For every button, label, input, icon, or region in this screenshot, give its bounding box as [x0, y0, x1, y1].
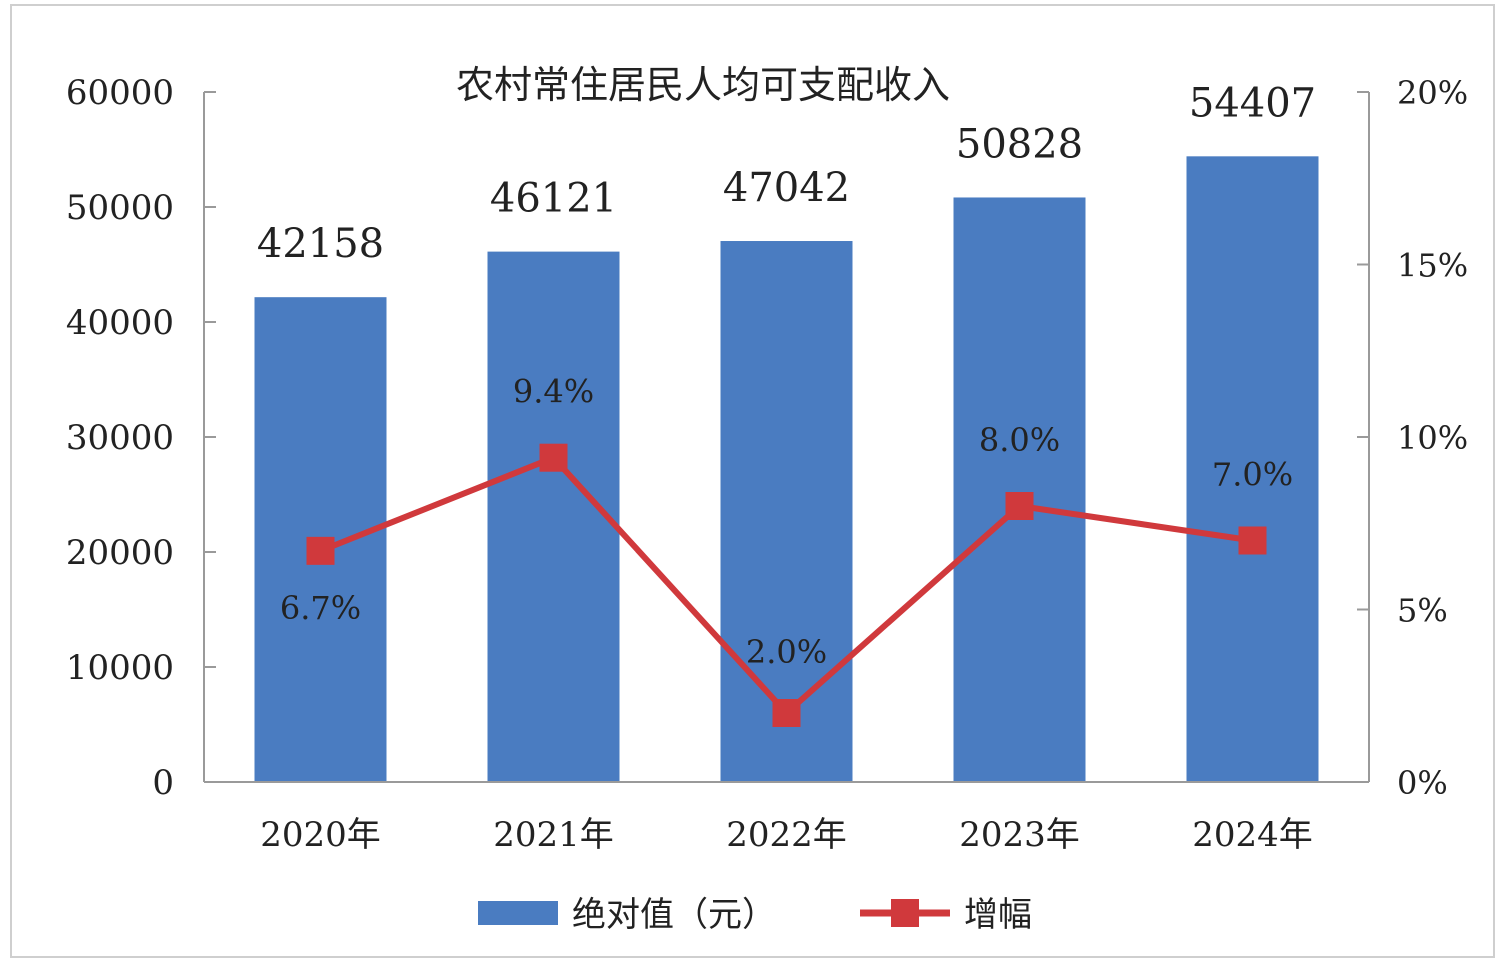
bar-2023年	[953, 197, 1086, 782]
left-tick-label: 40000	[66, 303, 174, 343]
chart-svg: 农村常住居民人均可支配收入 0 10000 20000 30000 40000 50000…	[66, 63, 1468, 935]
growth-marker-2021年	[539, 443, 568, 472]
right-tick-label: 0%	[1397, 764, 1448, 802]
chart-frame: 农村常住居民人均可支配收入 0 10000 20000 30000 40000 50000…	[10, 4, 1495, 958]
bar-2021年	[487, 251, 620, 782]
legend-swatch-bar	[478, 901, 558, 925]
right-tick-label: 5%	[1397, 592, 1448, 630]
x-tick-label: 2021年	[493, 815, 614, 855]
growth-value-label: 6.7%	[280, 589, 361, 627]
left-tick-label: 10000	[66, 648, 174, 688]
growth-marker-2024年	[1238, 526, 1267, 555]
legend-swatch-marker	[891, 899, 919, 927]
legend-label-line: 增幅	[964, 895, 1032, 935]
growth-marker-2023年	[1005, 492, 1034, 520]
left-tick-label: 0	[152, 763, 174, 803]
growth-value-label: 7.0%	[1212, 456, 1293, 494]
bar-value-label: 42158	[257, 221, 384, 267]
x-tick-label: 2020年	[260, 815, 381, 855]
growth-marker-2022年	[772, 699, 801, 727]
data-labels: 42158 46121 47042 50828 54407 6.7% 9.4% 2.0% 8.0…	[257, 80, 1316, 671]
bar-2024年	[1186, 156, 1319, 782]
bar-value-label: 47042	[723, 165, 850, 211]
bar-value-label: 50828	[956, 121, 1083, 167]
right-tick-label: 15%	[1397, 247, 1468, 285]
x-tick-label: 2023年	[959, 815, 1080, 855]
bar-series	[254, 156, 1319, 783]
growth-marker-2020年	[306, 536, 335, 565]
right-tick-label: 20%	[1397, 74, 1468, 112]
legend: 绝对值（元） 增幅	[478, 895, 1032, 935]
growth-line-series	[306, 443, 1267, 727]
growth-value-label: 2.0%	[746, 633, 827, 671]
bar-value-label: 46121	[490, 176, 617, 222]
left-tick-label: 20000	[66, 533, 174, 573]
x-tick-label: 2022年	[726, 815, 847, 855]
bar-value-label: 54407	[1189, 80, 1316, 126]
x-tick-label: 2024年	[1192, 815, 1313, 855]
right-tick-label: 10%	[1397, 419, 1468, 457]
legend-label-bar: 绝对值（元）	[572, 895, 776, 935]
chart-title: 农村常住居民人均可支配收入	[456, 63, 950, 107]
growth-value-label: 9.4%	[513, 373, 594, 411]
growth-value-label: 8.0%	[979, 421, 1060, 459]
axis-ticks: 0 10000 20000 30000 40000 50000 60000 0% 5% 10% 15…	[66, 73, 1468, 855]
left-tick-label: 50000	[66, 188, 174, 228]
left-tick-label: 60000	[66, 73, 174, 113]
bar-2022年	[720, 241, 853, 783]
left-tick-label: 30000	[66, 418, 174, 458]
